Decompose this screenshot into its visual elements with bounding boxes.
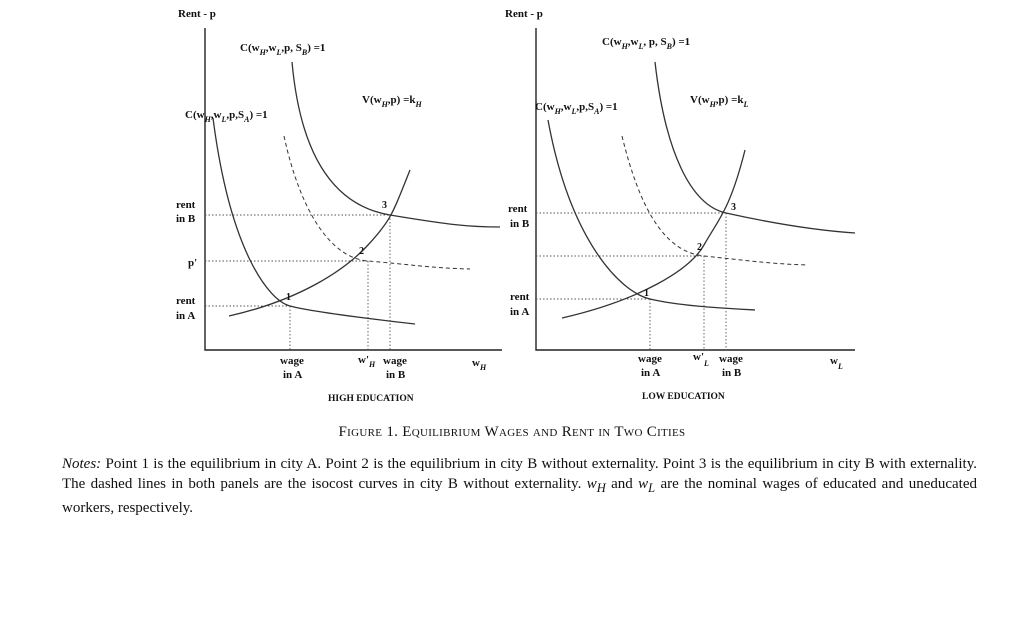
- left-isocost-b-dashed-curve: [283, 135, 471, 270]
- left-upward-curve: [228, 169, 411, 317]
- caption-title: Equilibrium Wages and Rent in Two Cities: [402, 424, 686, 440]
- right-wage-a-label-1: wage: [638, 353, 662, 365]
- left-isocost-a-curve: [212, 117, 416, 325]
- left-p-prime-label: p': [188, 257, 197, 269]
- right-isocost-a-label: C(wH,wL,p,SA) =1: [535, 101, 618, 116]
- right-isocost-b-label: C(wH,wL, p, SB) =1: [602, 36, 690, 51]
- left-utility-label: V(wH,p) =kH: [362, 94, 422, 109]
- right-isocost-b-dashed-curve: [621, 135, 809, 266]
- figure-caption: Figure 1. Equilibrium Wages and Rent in …: [0, 424, 1024, 441]
- notes-w-l-sub: L: [648, 481, 656, 495]
- right-wage-b-label-2: in B: [722, 367, 742, 379]
- left-wage-a-label-1: wage: [280, 355, 304, 367]
- figure-notes: Notes: Point 1 is the equilibrium in cit…: [62, 454, 977, 518]
- caption-prefix: Figure 1.: [338, 424, 399, 440]
- notes-w-l: w: [638, 476, 649, 492]
- right-x-axis-label: wL: [830, 355, 843, 371]
- right-panel-title: LOW EDUCATION: [642, 392, 725, 402]
- right-axes: [535, 28, 855, 351]
- notes-label: Notes:: [62, 456, 102, 472]
- right-rent-a-label-1: rent: [510, 291, 530, 303]
- left-panel: Rent - p rent in B p' rent in A wage in …: [176, 8, 502, 404]
- right-wage-b-label-1: wage: [719, 353, 743, 365]
- right-utility-label: V(wH,p) =kL: [690, 94, 748, 109]
- left-rent-b-label-1: rent: [176, 199, 196, 211]
- left-point-3: 3: [382, 200, 387, 211]
- notes-and: and: [605, 476, 639, 492]
- right-panel: Rent - p rent in B rent in A wage in A w…: [505, 8, 856, 402]
- right-w-prime-label: w'L: [693, 351, 709, 368]
- right-isocost-a-curve: [547, 119, 756, 311]
- left-wage-b-label-1: wage: [383, 355, 407, 367]
- equilibrium-figure: Rent - p rent in B p' rent in A wage in …: [176, 8, 856, 404]
- left-utility-curve: [291, 61, 501, 228]
- left-rent-a-label-2: in A: [176, 310, 195, 322]
- right-point-1: 1: [644, 288, 649, 299]
- left-panel-title: HIGH EDUCATION: [328, 394, 414, 404]
- right-rent-a-label-2: in A: [510, 306, 529, 318]
- left-point-2: 2: [359, 246, 364, 257]
- notes-w-h-sub: H: [596, 481, 606, 495]
- right-point-2: 2: [697, 242, 702, 253]
- left-rent-a-label-1: rent: [176, 295, 196, 307]
- right-wage-a-label-2: in A: [641, 367, 660, 379]
- left-point-1: 1: [286, 292, 291, 303]
- notes-text-2: are the nominal wages of educated and un…: [62, 476, 977, 516]
- right-y-axis-label: Rent - p: [505, 8, 543, 20]
- left-rent-b-label-2: in B: [176, 213, 196, 225]
- left-wage-a-label-2: in A: [283, 369, 302, 381]
- notes-w-h: w: [586, 476, 597, 492]
- right-utility-curve: [654, 61, 856, 234]
- right-point-3: 3: [731, 202, 736, 213]
- right-rent-b-label-2: in B: [510, 218, 530, 230]
- right-rent-b-label-1: rent: [508, 203, 528, 215]
- left-y-axis-label: Rent - p: [178, 8, 216, 20]
- left-w-prime-label: w'H: [358, 354, 376, 369]
- left-isocost-a-label: C(wH,wL,p,SA) =1: [185, 109, 268, 124]
- left-axes: [204, 28, 502, 351]
- right-upward-curve: [561, 149, 746, 319]
- notes-text-1: Point 1 is the equilibrium in city A. Po…: [62, 456, 977, 492]
- left-x-axis-label: wH: [472, 357, 487, 372]
- left-isocost-b-label: C(wH,wL,p, SB) =1: [240, 42, 325, 57]
- left-wage-b-label-2: in B: [386, 369, 406, 381]
